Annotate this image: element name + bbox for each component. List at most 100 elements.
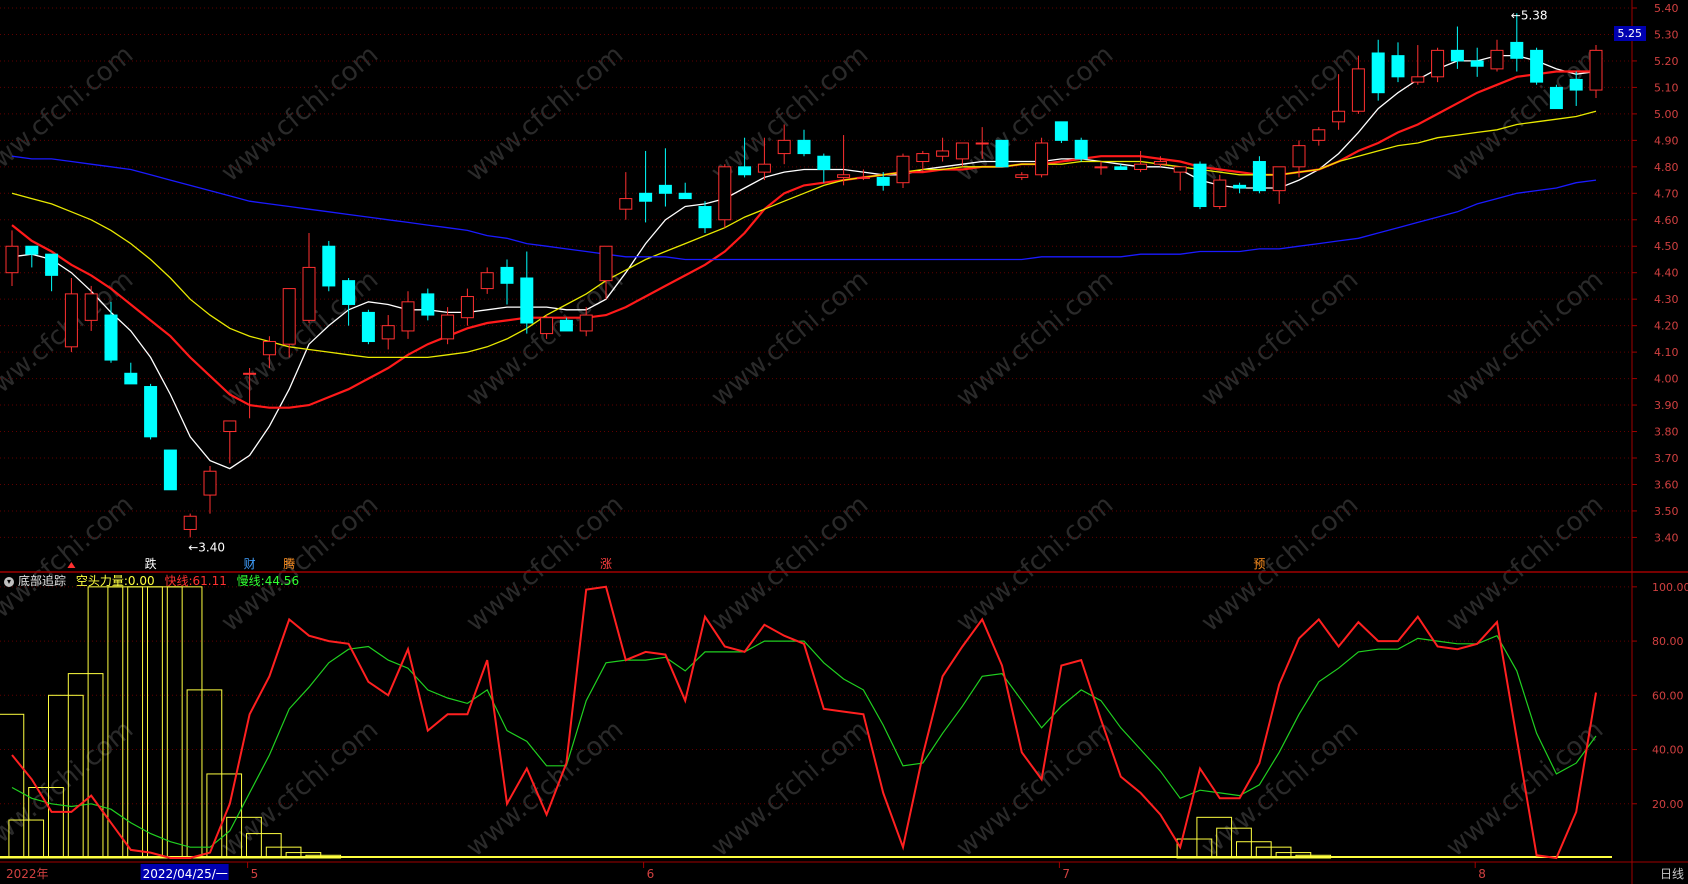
down-candle [797, 139, 811, 155]
price-tick-label: 5.20 [1654, 55, 1679, 68]
up-candle [1094, 166, 1108, 169]
signal-label: 腾 [283, 556, 295, 571]
up-candle [183, 515, 197, 530]
signal-label: 跌 [145, 556, 157, 571]
indicator-panel [0, 585, 1612, 860]
bear-power-bar [166, 586, 203, 859]
signal-label: 涨 [600, 556, 612, 571]
up-candle [1431, 49, 1445, 78]
down-candle [738, 166, 752, 176]
low-price-annotation: ←3.40 [188, 540, 225, 554]
watermark-text: www.cfchi.com [461, 715, 630, 863]
down-candle [1569, 78, 1583, 91]
price-tick-label: 4.00 [1654, 373, 1679, 386]
price-tick-label: 4.30 [1654, 293, 1679, 306]
up-candle [1589, 49, 1603, 91]
signal-marker-icon [67, 562, 76, 568]
watermark-layer: www.cfchi.com www.cfchi.com www.cfchi.com w… [0, 40, 1609, 863]
watermark-text: www.cfchi.com [951, 40, 1120, 188]
bear-power-bar [1236, 841, 1272, 859]
down-candle [678, 192, 692, 200]
price-tick-label: 3.90 [1654, 399, 1679, 412]
up-candle [1134, 163, 1148, 170]
slow-line [11, 634, 1597, 848]
watermark-text: www.cfchi.com [1441, 265, 1610, 413]
watermark-text: www.cfchi.com [0, 490, 139, 638]
fast-line [11, 585, 1597, 860]
bear-power-bar [147, 586, 183, 859]
up-candle [1213, 179, 1227, 208]
collapse-icon[interactable]: ▾ [4, 576, 14, 587]
period-label[interactable]: 日线 [1659, 867, 1684, 881]
date-label: 8 [1478, 867, 1486, 881]
down-candle [144, 386, 158, 438]
bear-power-readout: 空头力量:0.00 [75, 574, 155, 588]
up-candle [936, 150, 950, 157]
up-candle [975, 142, 989, 145]
up-candle [619, 198, 633, 210]
up-candle [441, 314, 455, 340]
up-candle [5, 245, 19, 274]
down-candle [342, 280, 356, 305]
up-candle [599, 245, 613, 282]
down-candle [361, 311, 375, 343]
up-candle [460, 296, 474, 319]
down-candle [1233, 184, 1247, 189]
up-candle [1351, 68, 1365, 112]
up-candle [1490, 49, 1504, 70]
up-candle [1173, 166, 1187, 173]
down-candle [1114, 166, 1128, 170]
price-tick-label: 4.10 [1654, 346, 1679, 359]
down-candle [817, 155, 831, 170]
current-price-tag: 5.25 [1613, 26, 1646, 41]
watermark-text: www.cfchi.com [951, 490, 1120, 638]
indicator-tick-label: 80.00 [1652, 635, 1684, 648]
up-candle [1035, 142, 1049, 176]
up-candle [1411, 76, 1425, 83]
up-candle [64, 293, 78, 348]
down-candle [104, 314, 118, 361]
up-candle [1153, 161, 1167, 165]
down-candle [639, 192, 653, 202]
indicator-header: ▾ 底部追踪 空头力量:0.00 快线:61.11 慢线:44.56 [4, 572, 299, 589]
down-candle [876, 176, 890, 186]
up-candle [540, 317, 554, 335]
watermark-text: www.cfchi.com [706, 715, 875, 863]
down-candle [1371, 52, 1385, 94]
down-candle [698, 206, 712, 229]
price-tick-label: 4.20 [1654, 320, 1679, 333]
watermark-text: www.cfchi.com [706, 490, 875, 638]
up-candle [1312, 129, 1326, 141]
down-candle [658, 184, 672, 194]
fast-line-readout: 快线:61.11 [164, 574, 227, 588]
price-tick-label: 4.40 [1654, 267, 1679, 280]
cursor-date-box [140, 864, 229, 880]
price-tick-label: 4.60 [1654, 214, 1679, 227]
up-candle [203, 470, 217, 496]
up-candle [1015, 174, 1029, 178]
down-candle [1252, 161, 1266, 192]
price-tick-label: 5.10 [1654, 81, 1679, 94]
down-candle [1450, 49, 1464, 62]
down-candle [1193, 163, 1207, 208]
watermark-text: www.cfchi.com [951, 265, 1120, 413]
up-candle [1272, 166, 1286, 192]
price-tick-label: 3.80 [1654, 426, 1679, 439]
down-candle [163, 449, 177, 491]
up-candle [579, 314, 593, 332]
price-tick-label: 4.50 [1654, 240, 1679, 253]
price-tick-label: 4.90 [1654, 134, 1679, 147]
price-tick-label: 5.30 [1654, 28, 1679, 41]
moving-average-line [11, 155, 1597, 261]
up-candle [401, 301, 415, 332]
moving-average-line [11, 70, 1596, 409]
up-candle [480, 272, 494, 290]
indicator-tick-label: 20.00 [1652, 798, 1684, 811]
down-candle [45, 253, 59, 276]
watermark-text: www.cfchi.com [951, 715, 1120, 863]
up-candle [955, 142, 969, 160]
watermark-text: www.cfchi.com [1441, 490, 1610, 638]
up-candle [243, 372, 257, 375]
